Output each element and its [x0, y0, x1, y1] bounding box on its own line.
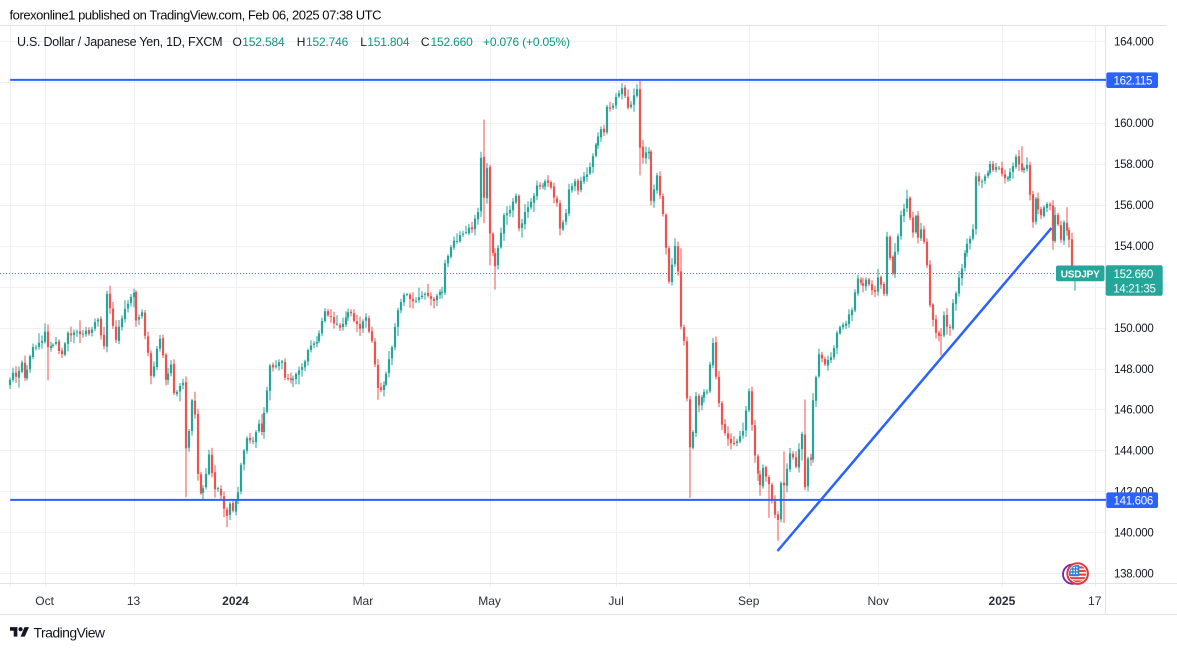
svg-text:140.000: 140.000 [1114, 527, 1153, 539]
svg-text:H: H [297, 35, 306, 49]
svg-text:+0.076 (+0.05%): +0.076 (+0.05%) [483, 35, 570, 49]
svg-text:2025: 2025 [989, 594, 1016, 608]
svg-text:152.746: 152.746 [306, 35, 349, 49]
svg-text:144.000: 144.000 [1114, 446, 1153, 458]
svg-text:2024: 2024 [222, 594, 249, 608]
svg-text:151.804: 151.804 [367, 35, 410, 49]
svg-text:162.115: 162.115 [1114, 75, 1153, 87]
svg-text:138.000: 138.000 [1114, 568, 1153, 580]
svg-text:156.000: 156.000 [1114, 200, 1153, 212]
svg-text:O: O [233, 35, 242, 49]
svg-text:160.000: 160.000 [1114, 118, 1153, 130]
svg-text:141.606: 141.606 [1114, 495, 1153, 507]
svg-text:Sep: Sep [738, 594, 760, 608]
svg-text:154.000: 154.000 [1114, 241, 1153, 253]
svg-text:L: L [360, 35, 367, 49]
svg-text:13: 13 [127, 594, 141, 608]
svg-text:17: 17 [1088, 594, 1102, 608]
svg-text:146.000: 146.000 [1114, 405, 1153, 417]
svg-text:164.000: 164.000 [1114, 36, 1153, 48]
svg-text:May: May [478, 594, 501, 608]
svg-text:152.584: 152.584 [242, 35, 285, 49]
svg-text:Nov: Nov [868, 594, 889, 608]
svg-text:C: C [421, 35, 430, 49]
svg-text:forexonline1 published on Trad: forexonline1 published on TradingView.co… [10, 8, 382, 23]
svg-text:14:21:35: 14:21:35 [1113, 284, 1155, 296]
svg-text:TradingView: TradingView [34, 625, 106, 641]
svg-text:U.S. Dollar / Japanese Yen, 1D: U.S. Dollar / Japanese Yen, 1D, FXCM [17, 35, 222, 49]
svg-text:158.000: 158.000 [1114, 159, 1153, 171]
svg-text:Jul: Jul [608, 594, 623, 608]
svg-text:Oct: Oct [35, 594, 54, 608]
svg-text:Mar: Mar [353, 594, 374, 608]
svg-text:150.000: 150.000 [1114, 323, 1153, 335]
svg-text:152.660: 152.660 [431, 35, 474, 49]
svg-text:USDJPY: USDJPY [1061, 269, 1100, 280]
svg-text:152.660: 152.660 [1114, 269, 1153, 281]
svg-text:148.000: 148.000 [1114, 364, 1153, 376]
